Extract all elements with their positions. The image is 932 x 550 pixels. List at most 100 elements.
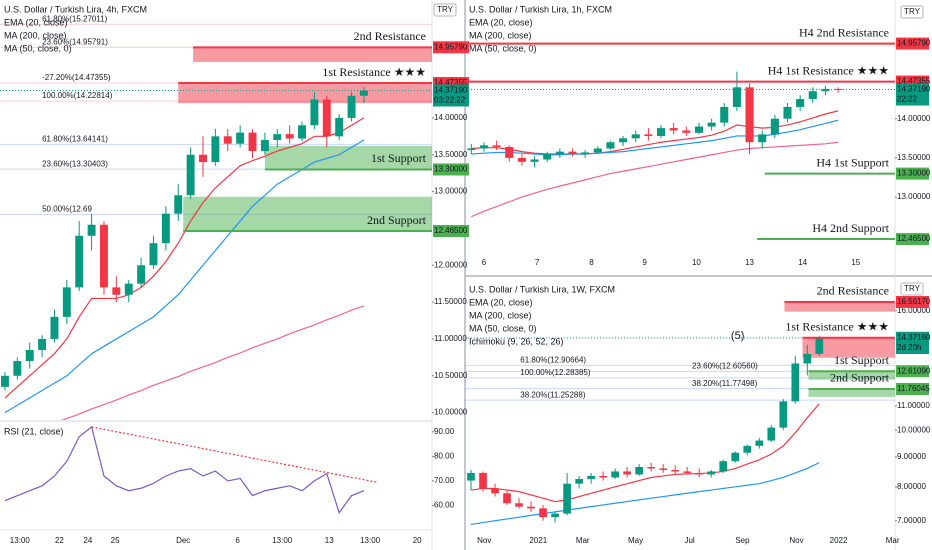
plot-area bbox=[0, 23, 432, 420]
candle-body bbox=[575, 479, 583, 484]
level-price-box bbox=[896, 37, 929, 50]
x-tick-label: 13 bbox=[745, 258, 754, 267]
last-price-box bbox=[433, 84, 469, 107]
fib-label: 23.60%(13.30403) bbox=[42, 159, 108, 168]
x-tick-label: 13:00 bbox=[360, 536, 381, 545]
currency-box bbox=[433, 3, 457, 17]
y-tick-label: 13.50000 bbox=[434, 150, 468, 159]
last-price-box bbox=[896, 332, 929, 355]
candle-body bbox=[492, 145, 501, 147]
y-tick-label: 16.00000 bbox=[897, 306, 931, 315]
currency-box bbox=[900, 282, 924, 296]
candle-body bbox=[593, 148, 602, 153]
level-name: 1st Resistance ★★★ bbox=[322, 65, 426, 79]
x-tick-label: Nov bbox=[789, 536, 803, 545]
level-price: 12.61090 bbox=[897, 366, 931, 375]
rsi-title: RSI (21, close) bbox=[4, 426, 64, 436]
x-tick-label: 13:00 bbox=[272, 536, 293, 545]
fib-label: 38.20%(11.77498) bbox=[692, 379, 758, 388]
candle-body bbox=[731, 452, 740, 462]
legend-item: MA (50, close, 0) bbox=[469, 323, 537, 333]
candle-body bbox=[248, 132, 257, 152]
candle-body bbox=[112, 287, 121, 295]
candle-body bbox=[755, 440, 764, 446]
candle-body bbox=[491, 488, 499, 494]
level-zone bbox=[193, 47, 432, 62]
level-price-box bbox=[433, 163, 469, 176]
candle-body bbox=[310, 99, 319, 126]
candle-body bbox=[563, 483, 571, 514]
level-zone bbox=[808, 388, 895, 397]
candle-body bbox=[767, 427, 776, 441]
candle-body bbox=[50, 316, 59, 339]
level-price-box bbox=[896, 233, 929, 246]
rsi-trendline bbox=[91, 426, 377, 483]
legend-item: Ichimoku (9, 26, 52, 26) bbox=[469, 336, 564, 346]
candle-body bbox=[479, 472, 487, 489]
candle-body bbox=[707, 471, 716, 475]
x-tick-label: 8 bbox=[589, 258, 594, 267]
candle-body bbox=[530, 159, 539, 162]
candle-body bbox=[647, 466, 656, 469]
candle-body bbox=[631, 134, 640, 139]
candle-body bbox=[719, 461, 728, 472]
fib-label: 61.80%(12.90664) bbox=[520, 355, 586, 364]
y-tick-label: 8.00000 bbox=[897, 482, 926, 491]
x-tick-label: Nov bbox=[477, 536, 491, 545]
candle-body bbox=[38, 338, 47, 350]
candle-body bbox=[149, 243, 158, 266]
candle-body bbox=[527, 506, 535, 509]
candle-body bbox=[555, 151, 564, 154]
candle-body bbox=[803, 353, 812, 364]
level-price-box bbox=[896, 365, 929, 378]
chart-title: U.S. Dollar / Turkish Lira, 1h, FXCM bbox=[469, 4, 612, 14]
currency-box bbox=[900, 5, 924, 19]
rsi-y-tick-label: 60.00 bbox=[434, 501, 455, 510]
candle-body bbox=[539, 508, 547, 518]
candle-body bbox=[671, 469, 680, 472]
fib-label: 23.60%(12.60560) bbox=[692, 361, 758, 370]
indicator-line bbox=[60, 305, 365, 420]
level-name: H4 2nd Resistance bbox=[799, 25, 889, 39]
candle-body bbox=[551, 513, 559, 518]
y-tick-label: 10.00000 bbox=[434, 408, 468, 417]
candle-body bbox=[137, 265, 146, 284]
candle-body bbox=[517, 157, 526, 162]
level-zone bbox=[264, 145, 432, 170]
level-price: 12.46500 bbox=[434, 226, 468, 235]
level-name: 2nd Support bbox=[367, 213, 427, 227]
x-tick-label: Dec bbox=[176, 536, 190, 545]
x-tick-label: 6 bbox=[482, 258, 487, 267]
candle-body bbox=[821, 88, 830, 92]
candle-body bbox=[745, 87, 754, 143]
annotation: (5) bbox=[731, 330, 744, 342]
level-price-box bbox=[433, 41, 469, 54]
legend-item: EMA (20, close) bbox=[469, 17, 533, 27]
level-zone bbox=[183, 196, 432, 231]
candle-body bbox=[682, 130, 691, 133]
x-tick-label: Sep bbox=[735, 536, 750, 545]
level-zone bbox=[784, 301, 895, 312]
candle-body bbox=[635, 466, 644, 475]
y-tick-label: 12.00000 bbox=[434, 260, 468, 269]
candle-body bbox=[644, 134, 653, 136]
level-name: H4 1st Resistance ★★★ bbox=[768, 63, 889, 77]
legend-item: MA (200, close) bbox=[4, 30, 67, 40]
x-tick-label: Mar bbox=[886, 536, 900, 545]
y-tick-label: 11.00000 bbox=[897, 401, 930, 410]
fib-label: -27.20%(14.47355) bbox=[42, 73, 111, 82]
level-zone bbox=[808, 371, 895, 380]
fib-label: 23.60%(14.95791) bbox=[42, 37, 108, 46]
indicator-line bbox=[470, 462, 820, 526]
candle-body bbox=[515, 503, 523, 507]
countdown: 03:22:22 bbox=[434, 96, 466, 105]
candle-body bbox=[656, 128, 666, 136]
x-tick-label: 2021 bbox=[529, 536, 547, 545]
candle-body bbox=[606, 142, 615, 149]
level-name: 1st Resistance ★★★ bbox=[785, 320, 889, 334]
x-tick-label: 13 bbox=[325, 536, 334, 545]
candle-body bbox=[707, 122, 716, 127]
y-tick-label: 11.50000 bbox=[434, 297, 467, 306]
candle-body bbox=[669, 128, 678, 131]
